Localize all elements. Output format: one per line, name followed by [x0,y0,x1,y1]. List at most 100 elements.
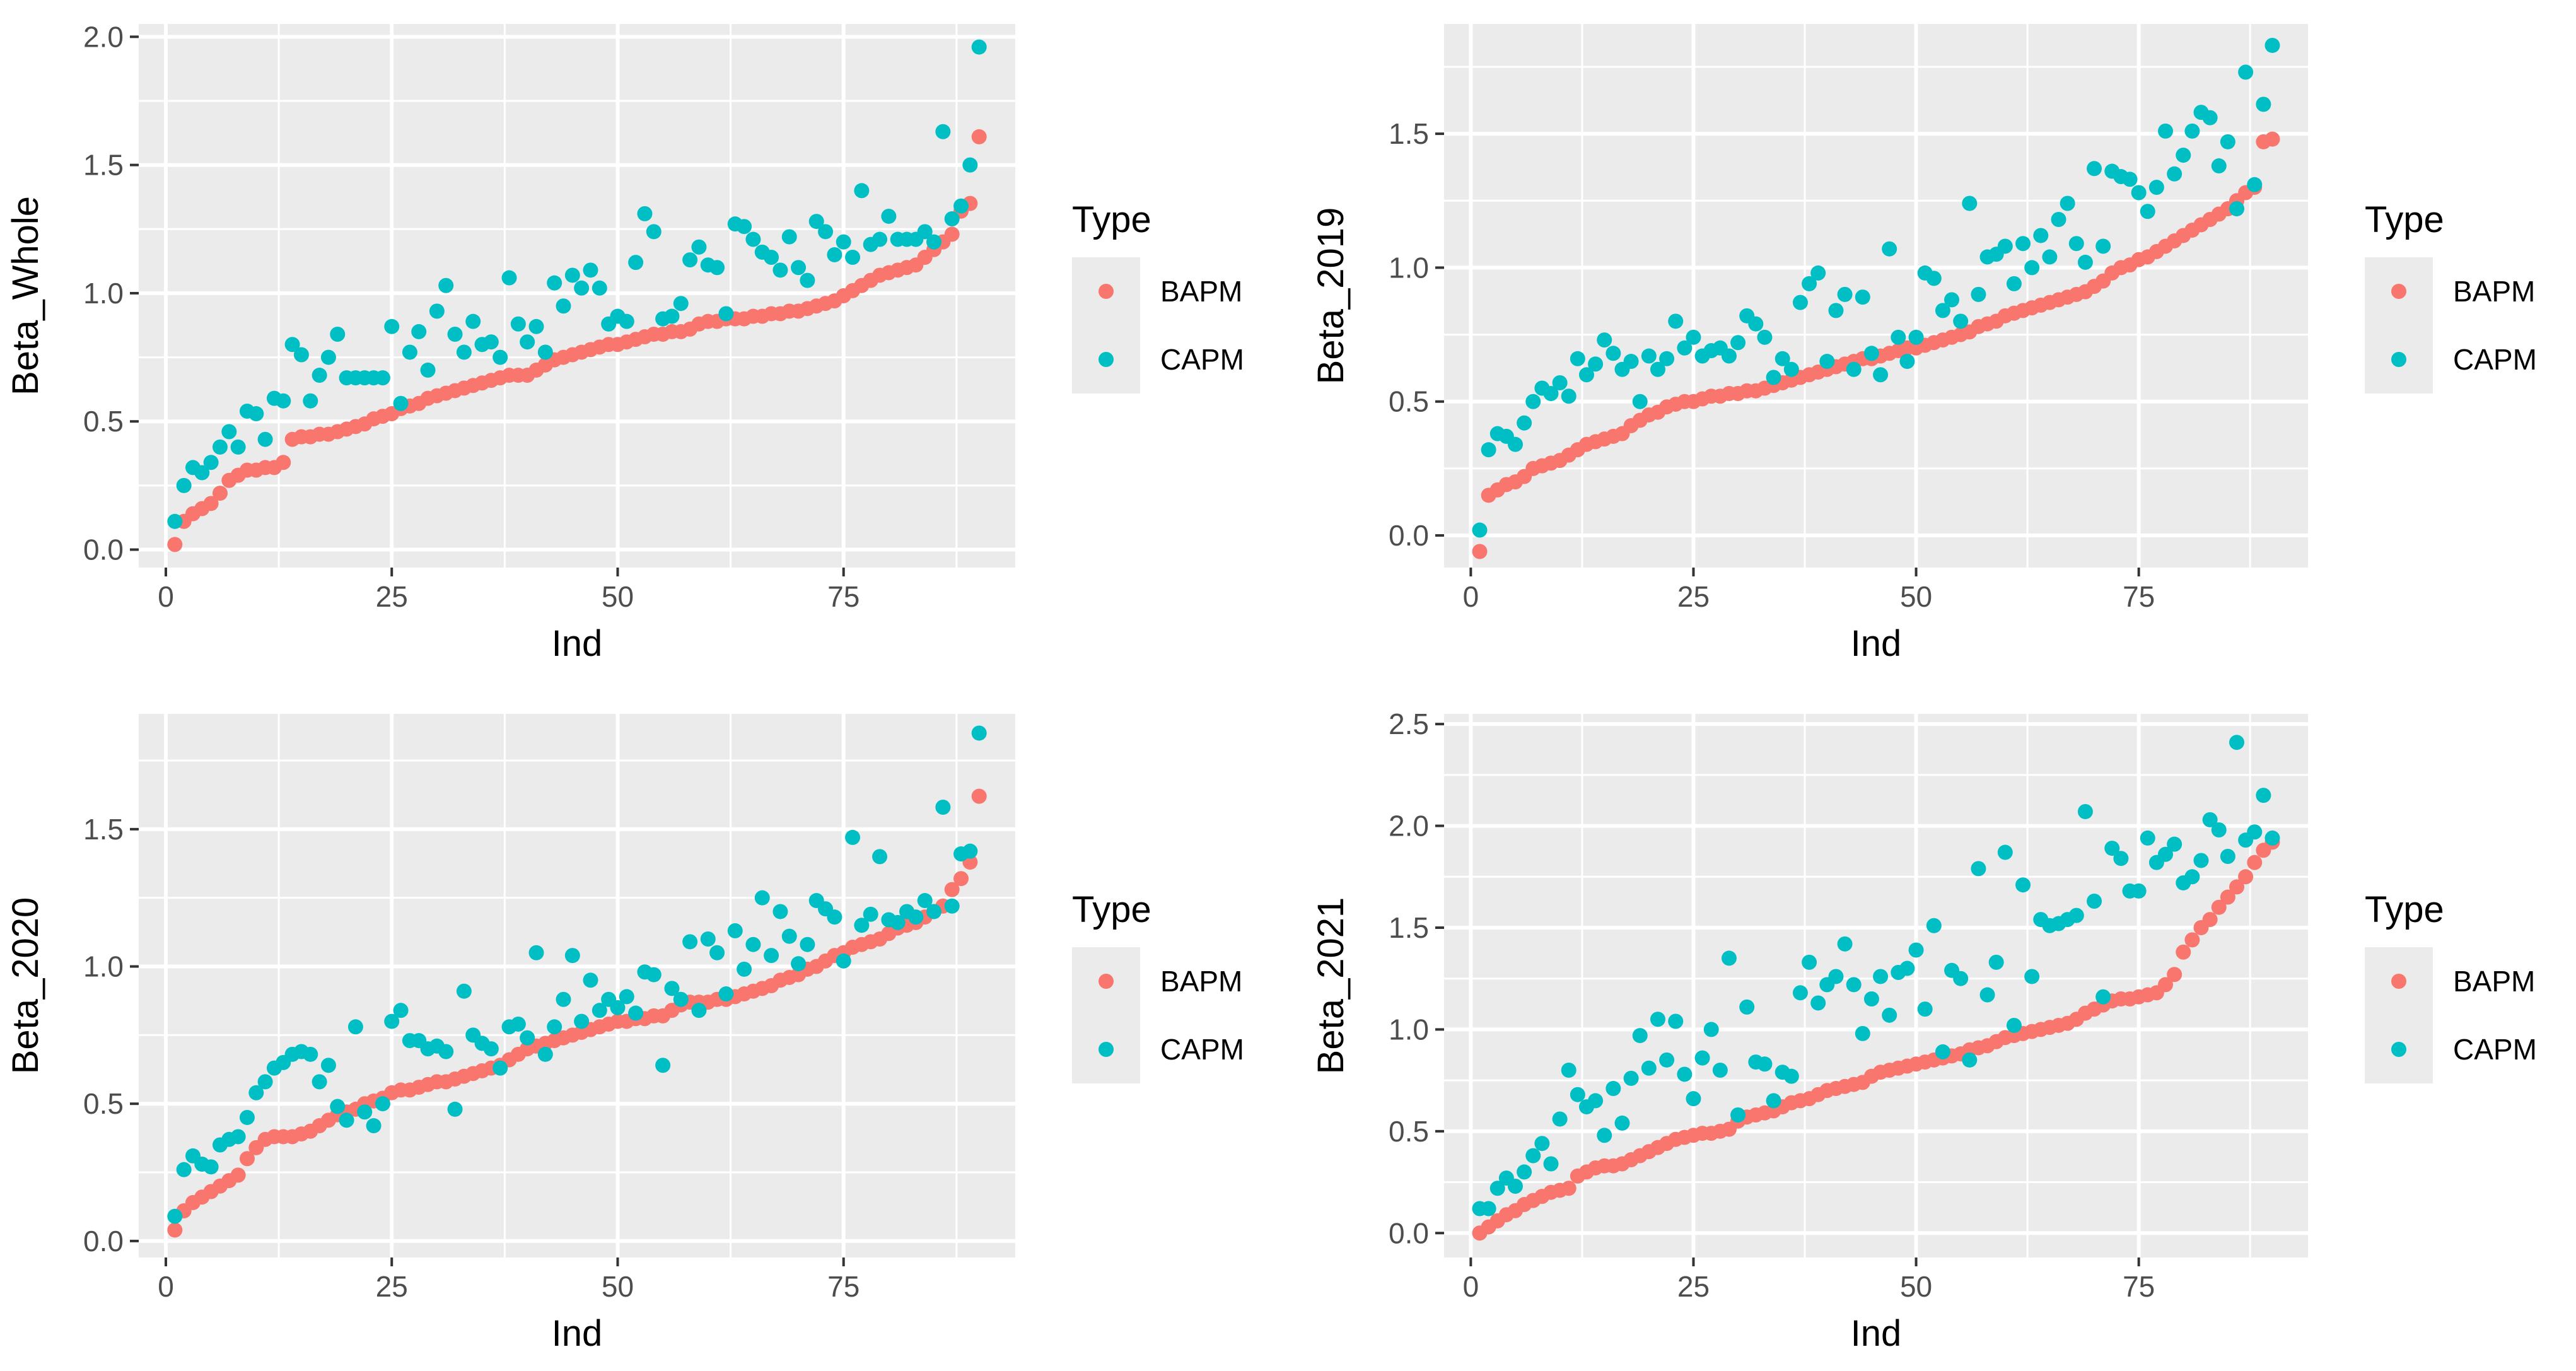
data-point-capm [1632,1028,1648,1044]
legend-title: Type [2365,199,2444,240]
data-point-capm [1525,1148,1541,1164]
legend-key-capm-marker [1099,1042,1114,1057]
data-point-capm [438,277,454,293]
data-point-capm [583,262,598,278]
data-point-bapm [276,455,291,470]
y-axis-title: Beta_2019 [1310,207,1351,385]
data-point-capm [754,890,770,906]
data-point-capm [1517,415,1532,431]
y-tick-label: 0.0 [83,1225,124,1257]
x-tick-label: 25 [1677,580,1710,613]
x-tick-label: 75 [2123,580,2155,613]
data-point-capm [845,250,861,265]
data-point-capm [1632,394,1648,409]
data-point-capm [836,234,851,250]
data-point-capm [781,928,797,944]
data-point-capm [312,1074,327,1090]
series-bapm [1472,131,2280,559]
data-point-capm [312,368,327,383]
series-capm [1472,735,2280,1216]
data-point-capm [745,936,761,952]
data-point-capm [2229,735,2245,750]
data-point-capm [836,953,851,969]
data-point-capm [1953,313,1969,329]
data-point-capm [781,229,797,245]
y-tick-label: 1.5 [83,813,124,846]
data-point-bapm [2202,912,2218,928]
data-point-capm [176,1162,192,1177]
data-point-capm [1873,969,1889,984]
legend: Type BAPM CAPM [1072,889,1244,1083]
data-point-capm [2095,238,2111,254]
data-point-capm [1739,999,1755,1015]
data-point-capm [700,931,716,947]
data-point-capm [203,455,219,470]
data-point-capm [411,324,427,339]
data-point-capm [1810,265,1826,281]
data-point-capm [818,224,834,240]
data-point-capm [1561,1062,1576,1078]
series-bapm [167,129,987,552]
data-point-capm [320,349,336,365]
data-point-capm [682,934,698,950]
data-point-capm [908,909,924,925]
data-point-capm [2006,1017,2022,1033]
legend-label-bapm: BAPM [2453,275,2535,308]
data-point-capm [556,991,571,1007]
data-point-capm [872,849,888,865]
data-point-capm [592,1003,607,1018]
data-point-capm [303,1046,318,1062]
data-point-capm [2211,822,2227,838]
data-point-capm [2167,836,2183,852]
legend-key-bapm-marker [1099,284,1114,299]
data-point-capm [664,981,680,996]
x-tick-label: 25 [376,1270,408,1303]
data-point-capm [1873,367,1889,383]
legend-key-capm-marker [2391,352,2406,367]
data-point-bapm [944,226,960,242]
data-point-capm [863,906,878,922]
data-point-capm [1891,329,1906,345]
y-axis-title: Beta_2020 [5,897,46,1075]
y-axis-title: Beta_2021 [1310,897,1351,1075]
data-point-capm [1606,346,1621,361]
data-point-capm [564,948,580,964]
data-point-bapm [203,496,219,511]
data-point-capm [2104,841,2120,856]
data-point-capm [1597,1128,1612,1143]
data-point-capm [628,1005,644,1021]
y-tick-label: 1.0 [83,950,124,983]
data-point-capm [2256,96,2271,112]
legend-label-capm: CAPM [1160,1033,1244,1066]
data-point-capm [1979,987,1995,1003]
data-point-capm [745,231,761,247]
y-tick-label: 1.0 [1389,251,1429,284]
data-point-capm [1561,388,1576,404]
data-point-capm [1686,329,1701,345]
data-point-capm [2131,883,2147,899]
data-point-capm [2238,64,2254,80]
data-point-capm [1668,313,1684,329]
data-point-capm [167,513,183,529]
data-point-capm [1517,1164,1532,1180]
legend: Type BAPM CAPM [1072,199,1244,394]
data-point-capm [2087,161,2102,177]
data-point-bapm [167,537,183,552]
data-point-capm [384,1013,400,1029]
data-point-capm [709,945,725,960]
x-tick-label: 75 [827,580,860,613]
data-point-capm [547,275,562,291]
data-point-capm [1908,942,1924,958]
data-point-capm [1578,367,1594,383]
data-point-capm [944,898,960,914]
data-point-capm [1899,354,1915,370]
data-point-capm [1988,954,2004,970]
data-point-capm [257,1074,273,1090]
data-point-capm [1481,442,1496,458]
data-point-capm [393,1003,409,1018]
data-point-capm [556,298,571,314]
data-point-capm [737,219,752,235]
data-point-capm [320,1058,336,1073]
data-point-capm [2042,249,2058,265]
data-point-capm [2077,254,2093,270]
